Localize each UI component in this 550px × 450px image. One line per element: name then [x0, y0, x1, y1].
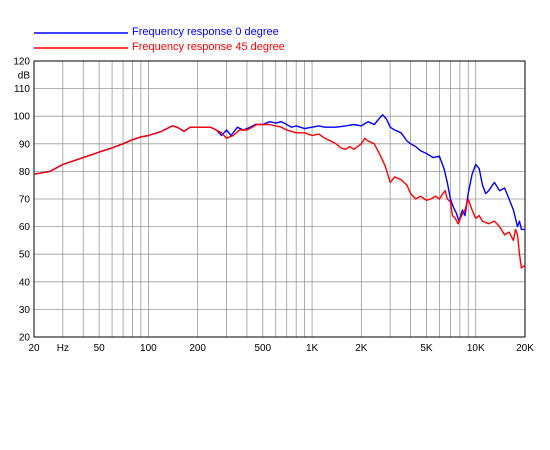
y-tick-label: 70: [19, 195, 31, 206]
x-tick-label: 20K: [516, 343, 534, 354]
plot-frame: [33, 60, 526, 338]
series-line-45-degree: [33, 123, 526, 269]
y-tick-label: 110: [14, 84, 30, 95]
major-grid: [34, 88, 525, 310]
x-tick-label: 2K: [355, 343, 368, 354]
y-tick-label: 30: [19, 305, 31, 316]
y-tick-label: 60: [19, 222, 31, 233]
y-axis-label: dB: [18, 70, 31, 81]
x-tick-label: 20: [28, 343, 40, 354]
y-tick-label: 50: [19, 250, 31, 261]
legend-label: Frequency response 45 degree: [132, 41, 285, 53]
legend: Frequency response 0 degree Frequency res…: [34, 26, 285, 53]
legend-label: Frequency response 0 degree: [132, 26, 279, 38]
x-tick-label: 500: [254, 343, 271, 354]
x-tick-label: 200: [189, 343, 206, 354]
x-axis-ticks: 20 Hz 50 100 200 500 1K 2K 5K 10K 20K: [28, 343, 534, 354]
y-tick-label: 40: [19, 277, 31, 288]
y-tick-label: 120: [13, 57, 30, 68]
y-tick-label: 80: [19, 167, 31, 178]
y-tick-label: 90: [19, 139, 31, 150]
y-tick-label: 100: [13, 112, 30, 123]
x-tick-label: 100: [140, 343, 157, 354]
x-tick-label: 5K: [420, 343, 433, 354]
x-tick-label: 10K: [467, 343, 485, 354]
x-tick-label: Hz: [57, 343, 69, 354]
x-tick-label: 1K: [306, 343, 319, 354]
x-tick-label: 50: [94, 343, 106, 354]
y-axis-ticks: 20 30 40 50 60 70 80 90 100 110 120: [13, 57, 30, 344]
data-series: [33, 114, 526, 269]
y-tick-label: 20: [19, 333, 31, 344]
